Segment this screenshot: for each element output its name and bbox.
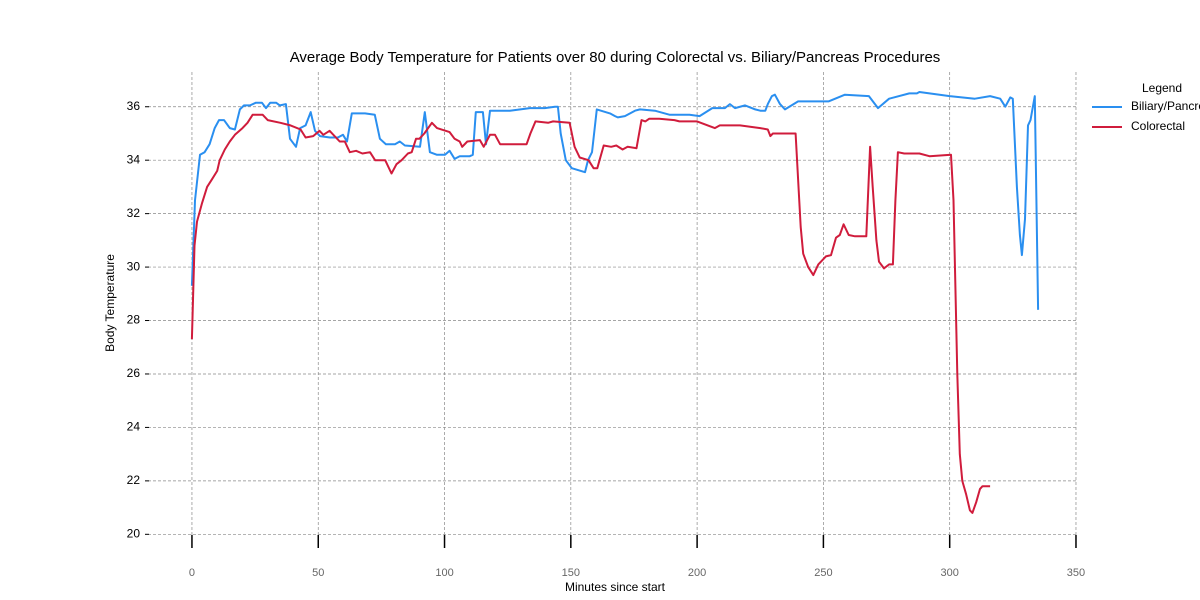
x-axis-label: Minutes since start <box>565 580 666 594</box>
y-tick-label: 26 <box>127 366 141 380</box>
legend-title: Legend <box>1142 81 1182 95</box>
y-tick-label: 28 <box>127 313 141 327</box>
x-tick-label: 200 <box>688 567 706 579</box>
x-tick-label: 250 <box>814 567 832 579</box>
y-axis-label: Body Temperature <box>103 254 117 352</box>
y-tick-label: 30 <box>127 259 141 273</box>
x-tick-label: 50 <box>312 567 324 579</box>
y-tick-label: 24 <box>127 420 141 434</box>
x-tick-label: 150 <box>562 567 580 579</box>
x-tick-label: 100 <box>435 567 453 579</box>
series-line <box>190 113 991 514</box>
legend-label: Colorectal <box>1131 119 1185 133</box>
y-tick-label: 22 <box>127 473 141 487</box>
chart-title: Average Body Temperature for Patients ov… <box>290 49 941 66</box>
y-tick-label: 36 <box>127 99 141 113</box>
y-tick-label: 20 <box>127 526 141 540</box>
series-line <box>190 91 1040 310</box>
legend-label: Biliary/Pancreas <box>1131 99 1200 113</box>
y-tick-label: 32 <box>127 206 141 220</box>
y-tick-label: 34 <box>127 152 141 166</box>
x-tick-label: 0 <box>189 567 195 579</box>
x-tick-label: 300 <box>941 567 959 579</box>
x-tick-label: 350 <box>1067 567 1085 579</box>
